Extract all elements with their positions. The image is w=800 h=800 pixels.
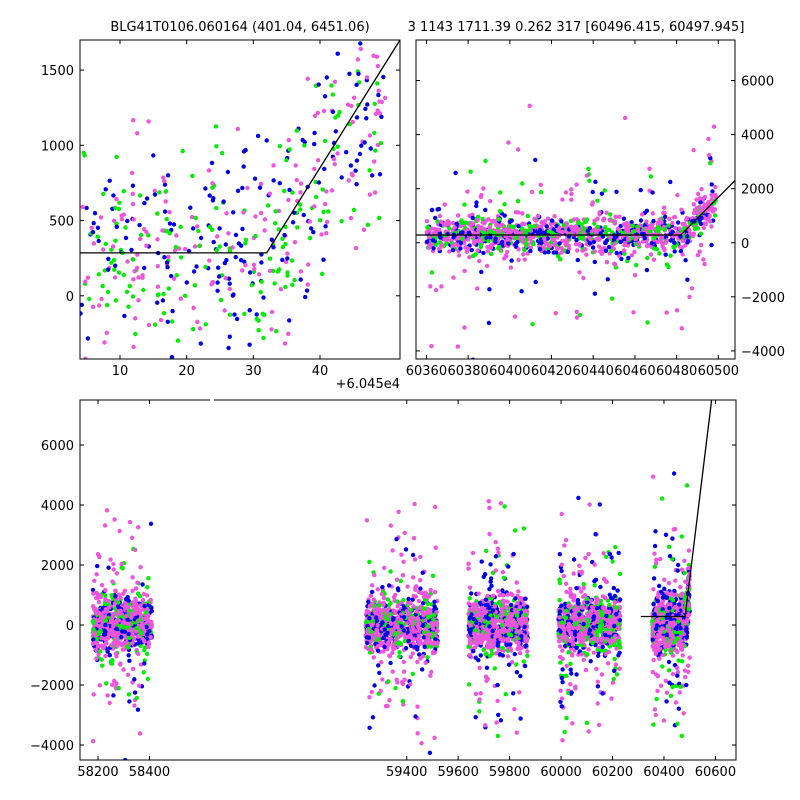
y-tick-label: −2000: [741, 291, 785, 306]
y-tick-label: 6000: [741, 75, 774, 90]
x-tick-label: 59600: [437, 765, 478, 780]
x-tick-label: 60200: [592, 765, 633, 780]
x-tick-label: 60600: [695, 765, 736, 780]
y-tick-label: 1000: [41, 139, 74, 154]
y-tick-label: 0: [66, 619, 74, 634]
x-tick-label: 60380: [447, 364, 488, 379]
x-tick-label: 10: [112, 364, 129, 379]
x-tick-label: 60440: [573, 364, 614, 379]
panel-top-left: 10 20 30 40 0 500 1000 1500 +6.045e4: [41, 39, 401, 392]
panel-bottom: 58200 58400 59400 59600 59800 60000 60200 60400…: [30, 396, 737, 780]
x-tick-label: 58200: [77, 765, 118, 780]
y-tick-label: 1500: [41, 64, 74, 79]
x-tick-label: 58400: [129, 765, 170, 780]
title-left: BLG41T0106.060164 (401.04, 6451.06): [110, 20, 369, 35]
x-tick-label: 60400: [489, 364, 530, 379]
y-tick-label: 2000: [41, 559, 74, 574]
axes-frame: [79, 399, 737, 761]
x-tick-label: 60400: [643, 765, 684, 780]
x-tick-label: 30: [245, 364, 262, 379]
model-line: [640, 400, 713, 618]
model-line: [80, 40, 400, 254]
y-tick-label: 6000: [41, 439, 74, 454]
axes-frame: [415, 39, 736, 360]
x-tick-label: 60420: [531, 364, 572, 379]
x-tick-label: 59800: [489, 765, 530, 780]
title-right: 3 1143 1711.39 0.262 317 [60496.415, 604…: [408, 20, 745, 35]
y-tick-label: 500: [49, 215, 74, 230]
x-tick-label: 20: [178, 364, 195, 379]
y-tick-label: −4000: [30, 739, 74, 754]
x-tick-label: 40: [312, 364, 329, 379]
x-tick-label: 60500: [698, 364, 739, 379]
y-tick-label: 0: [741, 237, 749, 252]
y-tick-label: 0: [66, 290, 74, 305]
model-line: [416, 180, 735, 236]
x-tick-label: 60000: [540, 765, 581, 780]
y-tick-label: −2000: [30, 679, 74, 694]
x-tick-label: 60460: [614, 364, 655, 379]
y-tick-label: 4000: [41, 499, 74, 514]
x-tick-label: 59400: [386, 765, 427, 780]
axes-frame: [79, 39, 401, 360]
axis-break: [210, 396, 214, 404]
y-tick-label: 4000: [741, 129, 774, 144]
x-offset-label: +6.045e4: [336, 377, 400, 392]
x-tick-label: 60360: [406, 364, 447, 379]
x-tick-label: 60480: [656, 364, 697, 379]
y-tick-label: −4000: [741, 345, 785, 360]
panel-top-right: 60360 60380 60400 60420 60440 60460 60480 60500…: [406, 39, 785, 379]
y-tick-label: 2000: [741, 183, 774, 198]
